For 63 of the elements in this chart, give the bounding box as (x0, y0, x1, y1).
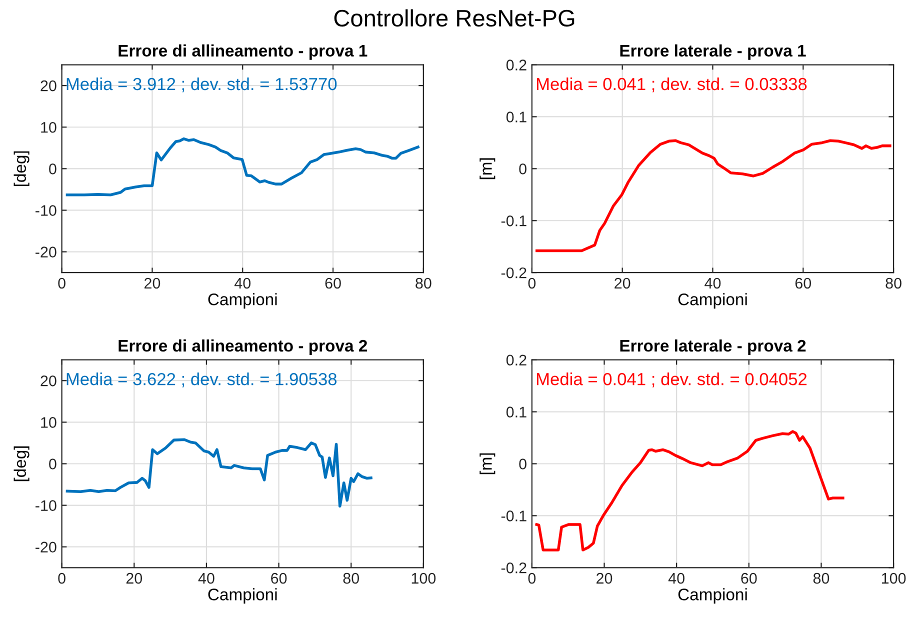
line-series (535, 430, 844, 552)
line-series (66, 137, 420, 196)
x-tick-label: 40 (198, 572, 214, 584)
x-axis-title: Campioni (678, 293, 747, 309)
x-tick-label: 100 (882, 572, 906, 584)
y-axis-title: [m] (480, 158, 496, 180)
y-tick-label: 0.2 (506, 60, 526, 70)
y-tick-label: 0 (519, 458, 526, 470)
y-axis-title: [deg] (14, 446, 30, 482)
x-axis-title: Campioni (208, 588, 277, 604)
y-tick-label: 0.1 (506, 406, 526, 418)
y-axis-title: [deg] (14, 151, 30, 186)
line-series (66, 438, 372, 508)
y-tick-label: 0 (519, 164, 526, 174)
chart-title: Errore di allineamento - prova 1 (118, 44, 368, 60)
annotation: Media = 3.622 ; dev. std. = 1.90538 (66, 372, 337, 388)
y-tick-label: 10 (41, 122, 56, 133)
chart-title: Errore laterale - prova 2 (620, 339, 806, 355)
x-tick-label: 20 (144, 278, 160, 289)
x-tick-label: 80 (416, 278, 432, 289)
x-tick-label: 0 (528, 278, 536, 289)
x-tick-label: 20 (614, 278, 630, 289)
y-tick-label: -0.1 (501, 510, 526, 522)
y-tick-label: -0.2 (501, 267, 526, 278)
annotation: Media = 0.041 ; dev. std. = 0.03338 (536, 77, 807, 92)
chart-title: Errore di allineamento - prova 2 (118, 339, 367, 355)
x-tick-label: 60 (741, 572, 757, 584)
x-tick-label: 20 (126, 572, 142, 584)
y-tick-label: -20 (36, 542, 56, 553)
line-series (536, 139, 892, 252)
x-tick-label: 40 (704, 278, 721, 289)
x-tick-label: 100 (412, 572, 436, 584)
x-tick-label: 60 (795, 278, 812, 289)
y-tick-label: -20 (36, 246, 56, 258)
y-tick-label: 0.1 (506, 112, 526, 122)
x-tick-label: 60 (325, 278, 341, 289)
y-axis-title: [m] (480, 453, 496, 474)
x-tick-label: 60 (271, 572, 287, 584)
y-tick-label: -0.1 (501, 215, 526, 226)
annotation: Media = 0.041 ; dev. std. = 0.04052 (536, 372, 807, 388)
y-tick-label: 0 (49, 458, 56, 470)
x-tick-label: 0 (528, 572, 536, 584)
y-tick-label: 20 (40, 375, 56, 386)
y-tick-label: 0.2 (506, 354, 526, 366)
x-tick-label: 80 (343, 572, 360, 584)
y-tick-label: 20 (40, 80, 56, 92)
chart-title: Errore laterale - prova 1 (620, 44, 806, 60)
x-axis-title: Campioni (208, 293, 277, 309)
text: Controllore ResNet-PG (334, 9, 574, 27)
x-tick-label: 0 (58, 278, 66, 289)
x-tick-label: 40 (668, 572, 684, 584)
x-tick-label: 40 (234, 278, 251, 289)
x-axis-title: Campioni (678, 588, 747, 604)
x-tick-label: 0 (58, 572, 66, 584)
x-tick-label: 80 (886, 278, 902, 289)
y-tick-label: 10 (41, 417, 56, 428)
annotation: Media = 3.912 ; dev. std. = 1.53770 (66, 77, 337, 92)
y-tick-label: -10 (36, 500, 56, 511)
y-tick-label: 0 (49, 164, 56, 174)
x-tick-label: 20 (596, 572, 612, 584)
x-tick-label: 80 (813, 572, 830, 584)
y-tick-label: -10 (36, 205, 56, 216)
y-tick-label: -0.2 (501, 562, 526, 574)
